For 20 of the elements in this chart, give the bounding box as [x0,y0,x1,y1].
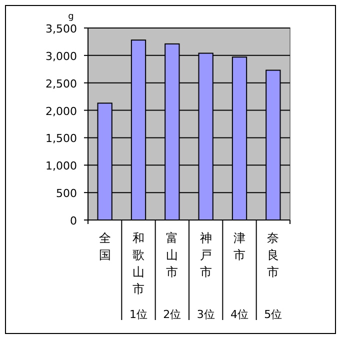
y-tick-label: 1,000 [46,160,77,173]
y-tick-label: 2,000 [46,104,77,118]
x-tick-label: 和歌山市 [132,231,144,296]
x-tick-label: 奈良市 [267,231,280,279]
y-tick-label: 0 [70,214,77,228]
text: 5位 [264,308,282,321]
y-axis-title: g [68,12,74,22]
text: 1位 [130,308,148,321]
x-tick-label: 神戸市 [200,231,212,279]
text: 2位 [163,308,182,321]
y-tick-label: 2,500 [46,77,77,90]
text: 4位 [230,308,248,321]
text: 3位 [196,308,215,321]
x-tick-label: 全国 [98,231,111,262]
x-tick-label: 富山市 [166,231,178,279]
y-tick-label: 3,500 [46,22,77,36]
y-tick-label: 3,000 [46,50,77,63]
y-tick-label: 500 [56,187,77,200]
x-tick-label: 津市 [234,231,246,262]
y-tick-label: 1,500 [46,132,77,146]
